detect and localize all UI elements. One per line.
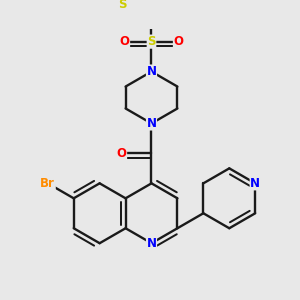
- Text: O: O: [119, 35, 130, 48]
- Text: N: N: [146, 237, 157, 250]
- Text: Br: Br: [40, 177, 55, 190]
- Text: N: N: [146, 117, 157, 130]
- Text: S: S: [118, 0, 127, 11]
- Text: N: N: [146, 65, 157, 78]
- Text: O: O: [117, 147, 127, 160]
- Text: N: N: [250, 177, 260, 190]
- Text: S: S: [147, 35, 156, 48]
- Text: O: O: [173, 35, 183, 48]
